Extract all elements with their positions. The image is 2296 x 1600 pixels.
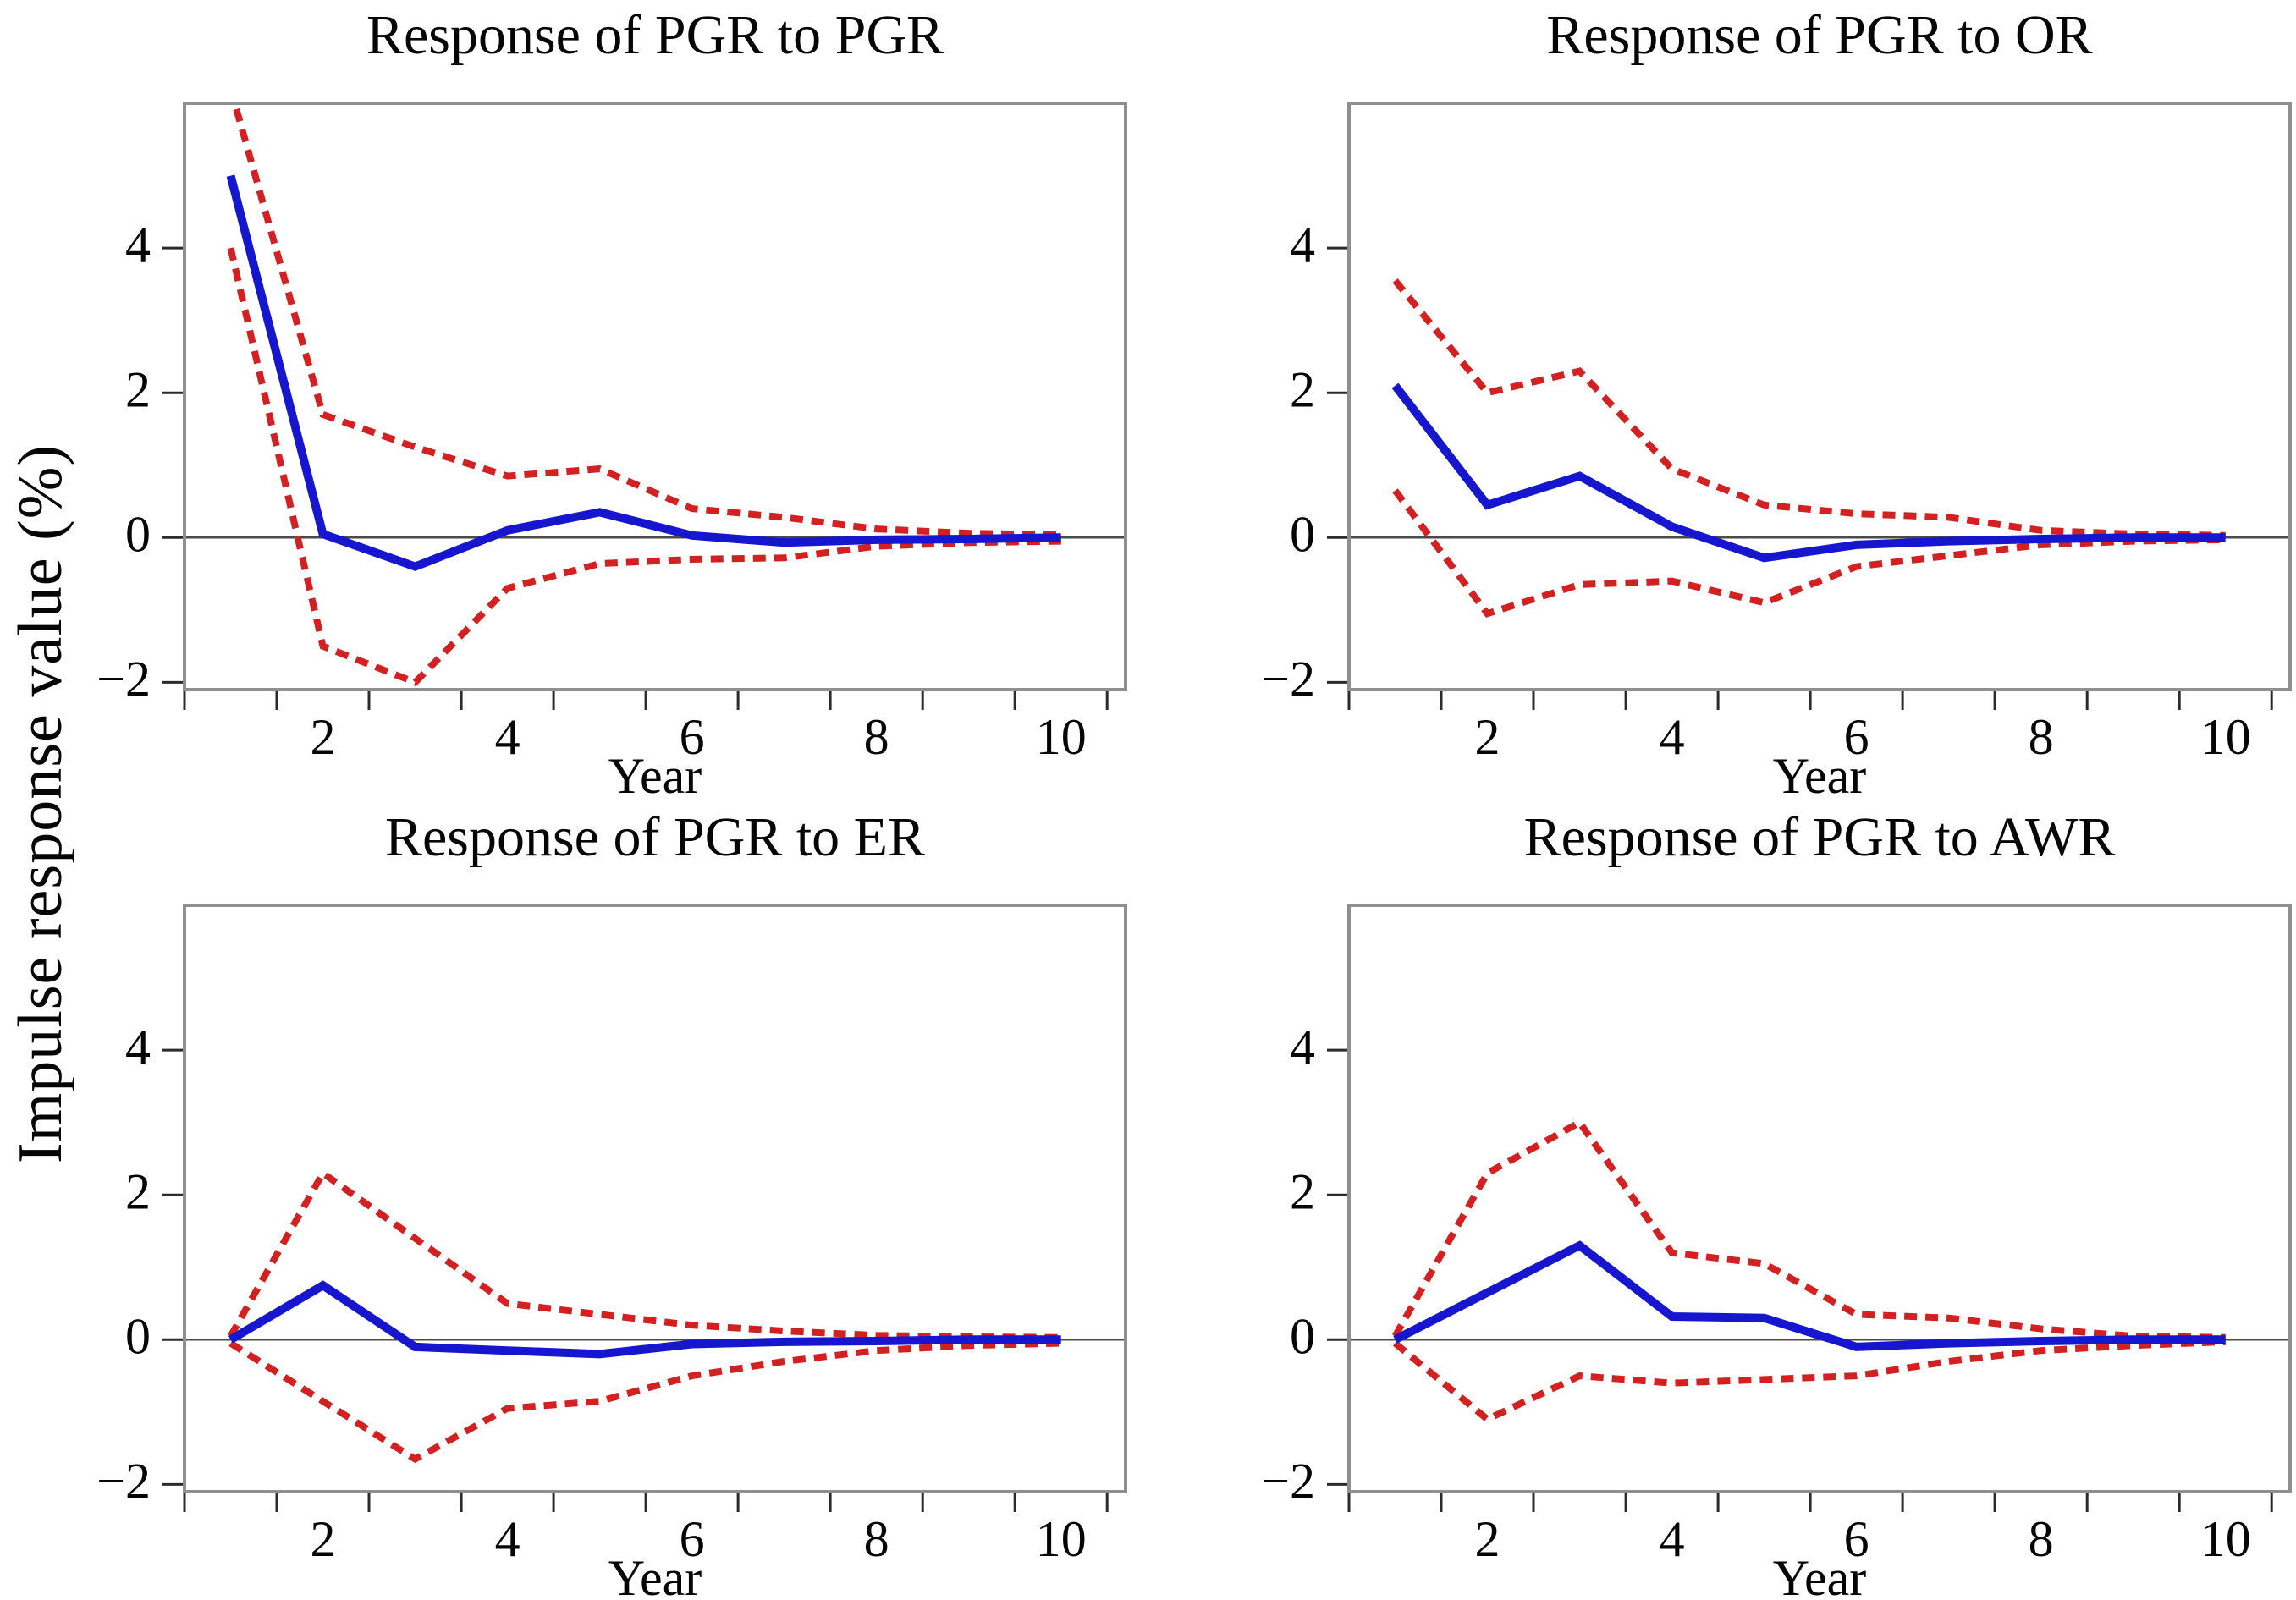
plot-border <box>183 102 1127 691</box>
x-tick-label: 10 <box>2200 709 2251 765</box>
y-tick-label: 4 <box>125 217 151 273</box>
plot-border <box>1347 102 2292 691</box>
plot-canvas <box>162 904 1127 1512</box>
y-tick-label: 0 <box>1290 507 1315 564</box>
plot-border <box>183 904 1127 1493</box>
plot-border <box>1347 904 2292 1493</box>
x-tick-label: 2 <box>310 1511 336 1567</box>
panel-title: Response of PGR to AWR <box>1523 806 2116 868</box>
x-tick-label: 6 <box>1843 709 1869 765</box>
x-axis-label: Year <box>608 1550 702 1600</box>
plot-canvas <box>1327 904 2292 1512</box>
x-tick-label: 10 <box>1035 709 1087 765</box>
y-tick-label: 0 <box>125 1309 151 1366</box>
y-tick-label: −2 <box>96 1454 151 1510</box>
y-tick-label: −2 <box>1261 652 1315 708</box>
y-tick-label: −2 <box>1261 1454 1315 1510</box>
x-tick-label: 8 <box>863 1511 889 1567</box>
y-tick-label: 0 <box>1290 1309 1315 1366</box>
y-tick-label: 4 <box>1290 1019 1315 1075</box>
x-tick-label: 8 <box>2028 709 2054 765</box>
y-tick-label: −2 <box>96 652 151 708</box>
plot-area: Year 4 2 0 −2 2 4 6 8 10 <box>96 904 1127 1600</box>
x-axis-label: Year <box>608 748 702 804</box>
x-tick-label: 4 <box>1659 709 1685 765</box>
x-tick-label: 2 <box>310 709 336 765</box>
y-tick-label: 2 <box>125 1163 151 1220</box>
plot-canvas <box>162 102 1127 710</box>
x-tick-label: 10 <box>1035 1511 1087 1567</box>
y-tick-label: 2 <box>125 361 151 418</box>
plot-area: Year 4 2 0 −2 2 4 6 8 10 <box>1261 102 2292 804</box>
x-axis-label: Year <box>1772 1550 1867 1600</box>
irf-panel-response-of-pgr-to-er: Response of PGR to ER Year 4 2 0 −2 2 4 6 8 10 <box>96 802 1127 1600</box>
x-tick-label: 6 <box>1843 1511 1869 1567</box>
panel-title: Response of PGR to ER <box>384 806 926 868</box>
plot-canvas <box>1327 102 2292 710</box>
plot-area: Year 4 2 0 −2 2 4 6 8 10 <box>96 102 1127 804</box>
x-tick-label: 4 <box>494 709 520 765</box>
confidence-band-lower <box>227 247 1061 687</box>
confidence-band-upper <box>1392 278 2226 539</box>
x-tick-label: 8 <box>863 709 889 765</box>
x-tick-label: 2 <box>1474 1511 1500 1567</box>
y-tick-label: 4 <box>1290 217 1315 273</box>
confidence-band-upper <box>1392 1118 2226 1341</box>
impulse-response-line <box>1391 382 2226 563</box>
impulse-response-line <box>1393 1240 2226 1351</box>
x-tick-label: 6 <box>679 709 705 765</box>
x-axis-label: Year <box>1772 748 1867 804</box>
impulse-response-line <box>228 1280 1061 1359</box>
confidence-band-lower <box>228 1339 1061 1464</box>
x-tick-label: 4 <box>1659 1511 1685 1567</box>
plot-area: Year 4 2 0 −2 2 4 6 8 10 <box>1261 904 2292 1600</box>
y-tick-label: 4 <box>125 1019 151 1075</box>
x-tick-label: 8 <box>2028 1511 2054 1567</box>
y-tick-label: 0 <box>125 507 151 564</box>
irf-panel-response-of-pgr-to-awr: Response of PGR to AWR Year 4 2 0 −2 2 4 6 8 10 <box>1261 802 2292 1600</box>
irf-panel-response-of-pgr-to-pgr: Response of PGR to PGR Year 4 2 0 −2 2 4 6 8 10 <box>96 0 1127 804</box>
irf-panel-response-of-pgr-to-or: Response of PGR to OR Year 4 2 0 −2 2 4 6 8 10 <box>1261 0 2292 804</box>
confidence-band-upper <box>231 103 1061 538</box>
x-tick-label: 2 <box>1474 709 1500 765</box>
confidence-band-lower <box>1392 1338 2226 1424</box>
confidence-band-upper <box>228 1168 1061 1341</box>
confidence-band-lower <box>1392 488 2226 618</box>
y-tick-label: 2 <box>1290 1163 1315 1220</box>
x-tick-label: 4 <box>494 1511 520 1567</box>
panel-title: Response of PGR to OR <box>1546 4 2093 66</box>
impulse-response-line <box>226 174 1061 571</box>
x-tick-label: 6 <box>679 1511 705 1567</box>
y-tick-label: 2 <box>1290 361 1315 418</box>
x-tick-label: 10 <box>2200 1511 2251 1567</box>
panel-title: Response of PGR to PGR <box>366 4 944 66</box>
